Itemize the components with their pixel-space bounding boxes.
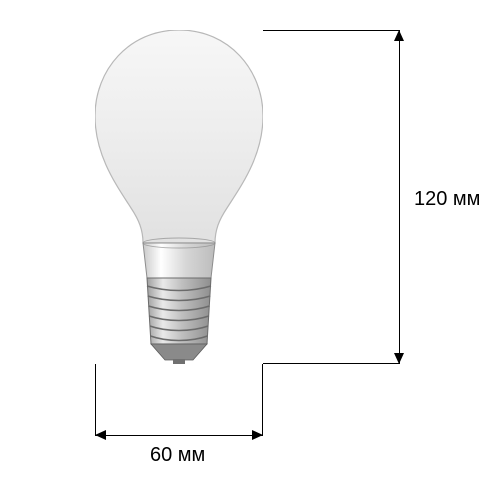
height-line: [399, 30, 400, 364]
height-arrow-up: [394, 30, 404, 41]
height-ext-top: [263, 30, 400, 31]
bulb-contact: [173, 359, 185, 364]
height-arrow-down: [394, 353, 404, 364]
width-line: [95, 435, 263, 436]
height-ext-bottom: [263, 363, 400, 364]
height-label: 120 мм: [414, 188, 480, 211]
width-label: 60 мм: [150, 444, 205, 467]
width-arrow-left: [95, 430, 106, 440]
bulb-glass: [95, 30, 263, 243]
bulb-tip: [151, 344, 207, 360]
bulb-dimension-diagram: { "canvas": { "width": 500, "height": 50…: [0, 0, 500, 500]
width-ext-left: [95, 364, 96, 436]
width-arrow-right: [252, 430, 263, 440]
lightbulb-drawing: [95, 30, 263, 364]
width-ext-right: [262, 364, 263, 436]
